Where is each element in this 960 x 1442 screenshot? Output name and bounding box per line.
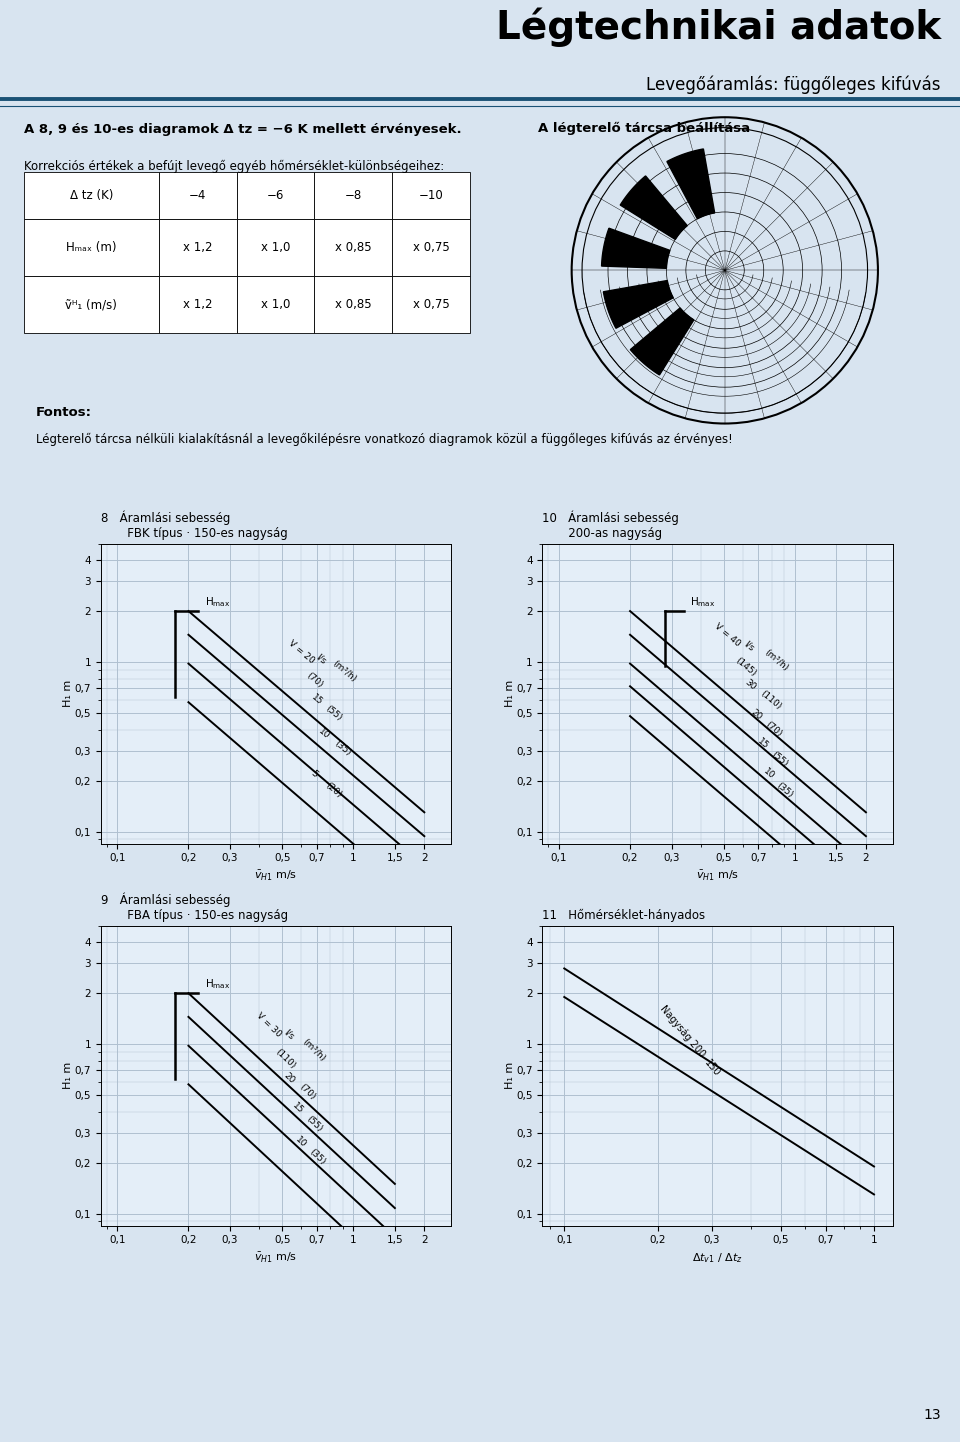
- Text: x 1,0: x 1,0: [261, 241, 290, 254]
- Text: 10: 10: [761, 767, 776, 782]
- Text: (110): (110): [274, 1047, 298, 1070]
- Text: (70): (70): [298, 1083, 317, 1102]
- Text: Levegőáramlás: függőleges kifúvás: Levegőáramlás: függőleges kifúvás: [646, 75, 941, 94]
- Text: 10   Áramlási sebesség
       200-as nagyság: 10 Áramlási sebesség 200-as nagyság: [542, 510, 680, 539]
- Text: x 0,75: x 0,75: [413, 298, 449, 311]
- FancyBboxPatch shape: [236, 219, 314, 277]
- Text: A légterelő tárcsa beállítása: A légterelő tárcsa beállítása: [538, 121, 750, 136]
- Text: H$_{\rm max}$: H$_{\rm max}$: [205, 596, 230, 610]
- Text: (m³/h): (m³/h): [762, 647, 790, 673]
- Text: x 1,2: x 1,2: [183, 298, 212, 311]
- FancyBboxPatch shape: [392, 173, 469, 219]
- Text: (35): (35): [775, 782, 795, 800]
- Text: l/s: l/s: [282, 1027, 296, 1041]
- Text: 10: 10: [294, 1135, 308, 1149]
- Text: V = 20: V = 20: [286, 639, 316, 665]
- Text: A 8, 9 és 10-es diagramok Δ tᴢ = −6 K mellett érvényesek.: A 8, 9 és 10-es diagramok Δ tᴢ = −6 K me…: [24, 123, 462, 136]
- FancyBboxPatch shape: [158, 277, 236, 333]
- Text: (55): (55): [770, 750, 789, 769]
- Text: (70): (70): [304, 671, 324, 689]
- X-axis label: $\bar{v}_{H1}$ m/s: $\bar{v}_{H1}$ m/s: [696, 870, 739, 883]
- Text: Korrekciós értékek a befújt levegő egyéb hőmérséklet-különbségeihez:: Korrekciós értékek a befújt levegő egyéb…: [24, 160, 444, 173]
- Text: −6: −6: [267, 189, 284, 202]
- Text: 20: 20: [282, 1071, 297, 1086]
- Text: (35): (35): [307, 1148, 327, 1167]
- Text: x 0,75: x 0,75: [413, 241, 449, 254]
- Text: l/s: l/s: [743, 639, 756, 652]
- Polygon shape: [620, 176, 687, 239]
- Text: x 0,85: x 0,85: [335, 241, 372, 254]
- Text: (145): (145): [733, 656, 758, 678]
- Text: 10: 10: [317, 727, 331, 741]
- FancyBboxPatch shape: [158, 173, 236, 219]
- Text: Hₘₐₓ (m): Hₘₐₓ (m): [66, 241, 117, 254]
- Text: 5: 5: [309, 769, 320, 779]
- X-axis label: $\bar{v}_{H1}$ m/s: $\bar{v}_{H1}$ m/s: [254, 1252, 298, 1265]
- Text: Fontos:: Fontos:: [36, 405, 92, 418]
- Text: H$_{\rm max}$: H$_{\rm max}$: [205, 978, 230, 992]
- Text: ṽᴴ₁ (m/s): ṽᴴ₁ (m/s): [65, 298, 117, 311]
- Y-axis label: H₁ m: H₁ m: [63, 681, 73, 707]
- Text: x 1,0: x 1,0: [261, 298, 290, 311]
- X-axis label: $\Delta t_{v1}\ /\ \Delta t_z$: $\Delta t_{v1}\ /\ \Delta t_z$: [692, 1252, 743, 1265]
- Text: H$_{\rm max}$: H$_{\rm max}$: [690, 596, 716, 610]
- Polygon shape: [604, 281, 673, 329]
- FancyBboxPatch shape: [24, 173, 158, 219]
- FancyBboxPatch shape: [236, 173, 314, 219]
- FancyBboxPatch shape: [314, 173, 392, 219]
- Text: 9   Áramlási sebesség
       FBA típus · 150-es nagyság: 9 Áramlási sebesség FBA típus · 150-es n…: [101, 893, 288, 921]
- Text: 30: 30: [743, 678, 757, 692]
- FancyBboxPatch shape: [158, 219, 236, 277]
- Text: (70): (70): [764, 720, 784, 738]
- Text: l/s: l/s: [314, 652, 327, 665]
- Text: x 1,2: x 1,2: [183, 241, 212, 254]
- Text: 8   Áramlási sebesség
       FBK típus · 150-es nagyság: 8 Áramlási sebesség FBK típus · 150-es n…: [101, 510, 288, 539]
- Text: (110): (110): [758, 688, 782, 711]
- Text: (m³/h): (m³/h): [330, 659, 358, 684]
- Text: x 0,85: x 0,85: [335, 298, 372, 311]
- FancyBboxPatch shape: [392, 219, 469, 277]
- Text: −10: −10: [419, 189, 444, 202]
- FancyBboxPatch shape: [236, 277, 314, 333]
- Text: Nagyság 200: Nagyság 200: [658, 1002, 707, 1058]
- Text: 11   Hőmérséklet-hányados: 11 Hőmérséklet-hányados: [542, 908, 706, 921]
- Text: −4: −4: [189, 189, 206, 202]
- Text: V = 40: V = 40: [713, 622, 742, 647]
- FancyBboxPatch shape: [24, 277, 158, 333]
- Text: 150: 150: [703, 1058, 722, 1079]
- FancyBboxPatch shape: [314, 277, 392, 333]
- Text: V = 30: V = 30: [254, 1011, 282, 1038]
- Y-axis label: H₁ m: H₁ m: [505, 681, 515, 707]
- Text: 13: 13: [924, 1407, 941, 1422]
- Y-axis label: H₁ m: H₁ m: [63, 1063, 73, 1089]
- Text: (20): (20): [324, 782, 344, 800]
- Polygon shape: [631, 309, 694, 375]
- Text: Légterelő tárcsa nélküli kialakításnál a levegőkilépésre vonatkozó diagramok köz: Légterelő tárcsa nélküli kialakításnál a…: [36, 433, 732, 447]
- X-axis label: $\bar{v}_{H1}$ m/s: $\bar{v}_{H1}$ m/s: [254, 870, 298, 883]
- FancyBboxPatch shape: [314, 219, 392, 277]
- Text: (55): (55): [304, 1115, 324, 1133]
- Text: 15: 15: [309, 692, 324, 707]
- FancyBboxPatch shape: [392, 277, 469, 333]
- Text: (55): (55): [324, 704, 344, 722]
- Polygon shape: [667, 149, 714, 219]
- Y-axis label: H₁ m: H₁ m: [505, 1063, 515, 1089]
- FancyBboxPatch shape: [24, 219, 158, 277]
- Text: Δ tᴢ (K): Δ tᴢ (K): [70, 189, 113, 202]
- Text: 15: 15: [756, 737, 770, 751]
- Text: 20: 20: [749, 708, 764, 722]
- Text: Légtechnikai adatok: Légtechnikai adatok: [495, 7, 941, 46]
- Text: −8: −8: [345, 189, 362, 202]
- Text: 15: 15: [290, 1100, 304, 1115]
- Text: (m³/h): (m³/h): [301, 1037, 327, 1063]
- Text: (35): (35): [333, 738, 353, 757]
- Polygon shape: [602, 228, 670, 268]
